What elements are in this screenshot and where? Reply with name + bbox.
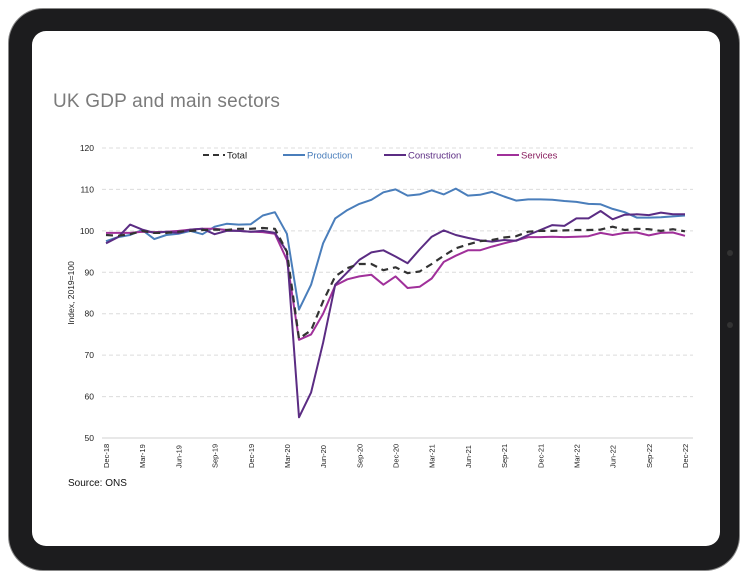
series-line-services [106,227,686,341]
camera-dot [727,250,733,256]
series-line-production [105,187,686,311]
x-tick-label: Sep-20 [355,444,364,468]
x-tick-label: Mar-19 [138,444,147,468]
series-line-construction [105,210,685,419]
x-tick-label: Sep-22 [645,444,654,468]
x-tick-label: Mar-20 [283,444,292,468]
legend-label-construction: Construction [408,151,461,162]
legend-label-total: Total [227,151,247,162]
x-tick-label: Dec-20 [392,444,401,468]
x-tick-label: Jun-20 [319,445,328,468]
x-tick-label: Dec-18 [102,444,111,468]
source-note: Source: ONS [68,478,127,489]
y-tick-label: 100 [80,226,94,236]
y-tick-label: 90 [85,267,95,277]
x-tick-label: Jun-22 [609,445,618,468]
y-tick-label: 120 [80,143,94,153]
y-tick-label: 80 [85,309,95,319]
legend-label-production: Production [307,151,352,162]
x-tick-label: Jun-19 [174,445,183,468]
x-tick-label: Dec-21 [536,444,545,468]
y-tick-label: 50 [85,433,95,443]
series-line-total [105,225,686,340]
y-axis-label: Index, 2019=100 [66,261,76,325]
page-title: UK GDP and main sectors [53,91,281,112]
y-tick-label: 60 [85,392,95,402]
tablet-screen: UK GDP and main sectors Source: ONS [32,31,720,546]
x-tick-label: Dec-22 [681,444,690,468]
x-tick-label: Sep-19 [211,444,220,468]
y-tick-label: 70 [85,350,95,360]
sensor-dot [727,322,733,328]
x-tick-label: Sep-21 [500,444,509,468]
x-tick-label: Mar-21 [428,444,437,468]
legend-label-services: Services [521,151,558,162]
x-tick-label: Dec-19 [247,444,256,468]
y-tick-label: 110 [80,184,94,194]
x-tick-label: Jun-21 [464,445,473,468]
x-tick-label: Mar-22 [572,444,581,468]
